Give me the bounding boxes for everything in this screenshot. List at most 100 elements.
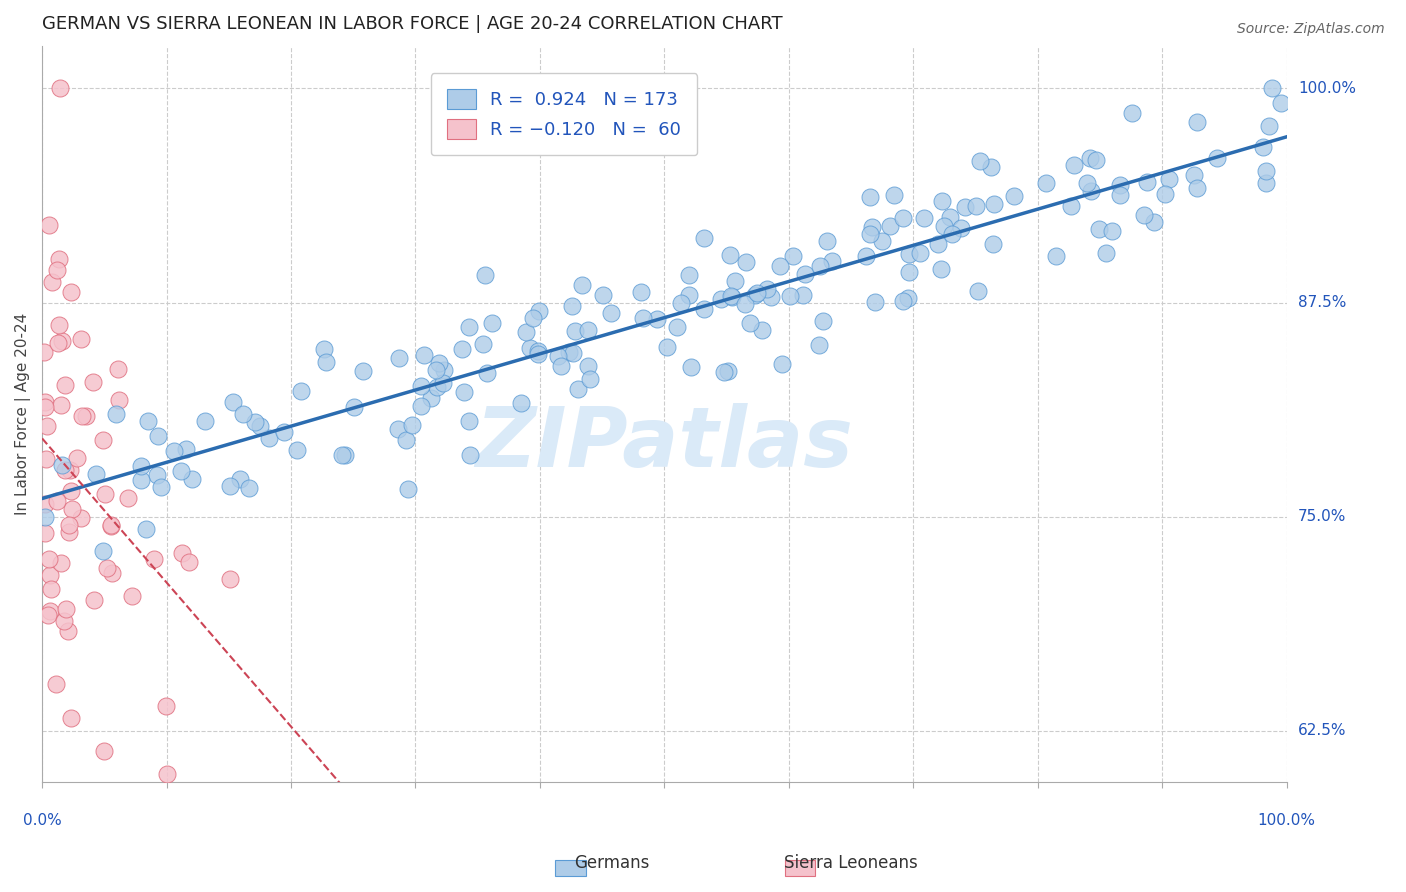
Point — [932, 219, 955, 233]
Point — [576, 323, 599, 337]
Point — [101, 566, 124, 580]
Point — [770, 357, 793, 371]
Point — [290, 384, 312, 398]
Point — [561, 299, 583, 313]
Point — [1035, 176, 1057, 190]
Point — [756, 282, 779, 296]
Point — [91, 434, 114, 448]
Point — [472, 337, 495, 351]
Point — [41, 275, 63, 289]
Point — [388, 351, 411, 366]
Point — [474, 268, 496, 282]
Point — [1080, 184, 1102, 198]
Point — [49, 556, 72, 570]
Point — [655, 340, 678, 354]
Point — [740, 316, 762, 330]
Point — [1261, 81, 1284, 95]
Point — [32, 345, 55, 359]
Point — [929, 261, 952, 276]
Point — [48, 252, 70, 267]
Point — [938, 211, 960, 225]
Point — [243, 415, 266, 429]
Point — [1185, 181, 1208, 195]
Point — [1153, 186, 1175, 201]
Point — [576, 359, 599, 374]
Point — [170, 546, 193, 560]
Point — [458, 414, 481, 428]
Point — [769, 259, 792, 273]
Point — [1143, 215, 1166, 229]
Point — [571, 277, 593, 292]
Point — [41, 582, 63, 596]
Point — [481, 317, 503, 331]
Point — [912, 211, 935, 225]
Point — [273, 425, 295, 440]
Point — [863, 294, 886, 309]
Point — [60, 484, 83, 499]
Point — [66, 451, 89, 466]
Point — [966, 284, 988, 298]
Point — [779, 289, 801, 303]
Point — [45, 677, 67, 691]
Point — [91, 544, 114, 558]
Point — [981, 236, 1004, 251]
Point — [527, 303, 550, 318]
Point — [1109, 178, 1132, 192]
Point — [100, 518, 122, 533]
Point — [143, 551, 166, 566]
Point — [148, 429, 170, 443]
Point — [177, 555, 200, 569]
Point — [395, 433, 418, 447]
Point — [870, 235, 893, 249]
Point — [163, 443, 186, 458]
Point — [1076, 176, 1098, 190]
Point — [108, 393, 131, 408]
Point — [1206, 151, 1229, 165]
Point — [426, 379, 449, 393]
Point — [807, 338, 830, 352]
Point — [34, 400, 56, 414]
Point — [75, 409, 97, 424]
Point — [39, 604, 62, 618]
Point — [82, 375, 104, 389]
Text: 87.5%: 87.5% — [1298, 295, 1346, 310]
Point — [811, 314, 834, 328]
Point — [883, 188, 905, 202]
Point — [174, 442, 197, 457]
Point — [526, 347, 548, 361]
Point — [735, 255, 758, 269]
Point — [100, 519, 122, 533]
Text: 100.0%: 100.0% — [1258, 813, 1316, 828]
Point — [564, 324, 586, 338]
Point — [35, 419, 58, 434]
Point — [1063, 158, 1085, 172]
Point — [475, 366, 498, 380]
Point — [817, 234, 839, 248]
Point — [450, 343, 472, 357]
Point — [453, 384, 475, 399]
Point — [550, 359, 572, 373]
Point — [52, 614, 75, 628]
Point — [1157, 172, 1180, 186]
Point — [855, 249, 877, 263]
Point — [713, 365, 735, 379]
Point — [794, 267, 817, 281]
Point — [519, 342, 541, 356]
Point — [48, 81, 70, 95]
Point — [1084, 153, 1107, 167]
Point — [692, 302, 714, 317]
Point — [1088, 221, 1111, 235]
Point — [630, 285, 652, 299]
Point — [808, 259, 831, 273]
Point — [49, 398, 72, 412]
Point — [285, 442, 308, 457]
Text: 100.0%: 100.0% — [1298, 81, 1355, 96]
Point — [897, 265, 920, 279]
Point — [145, 467, 167, 482]
Point — [724, 274, 747, 288]
Text: ZIPatlas: ZIPatlas — [475, 403, 853, 484]
Point — [1251, 140, 1274, 154]
Point — [51, 458, 73, 472]
Point — [980, 160, 1002, 174]
Point — [1256, 176, 1278, 190]
